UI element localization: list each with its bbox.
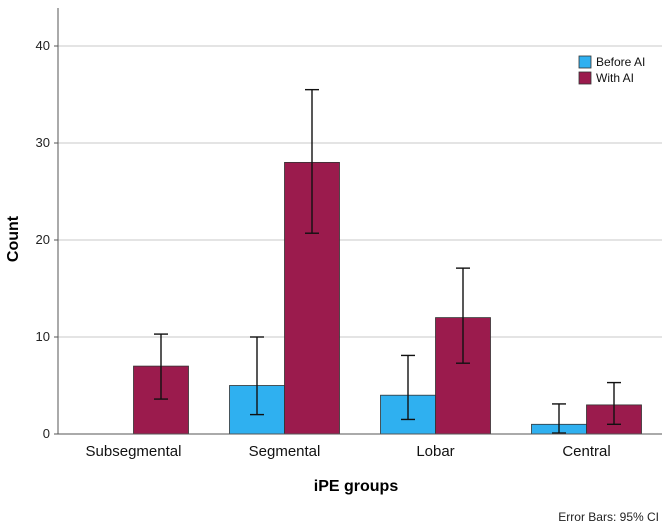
category-label-lobar: Lobar bbox=[416, 443, 454, 460]
x-category-labels: Subsegmental Segmental Lobar Central bbox=[86, 443, 611, 460]
y-tick-label-40: 40 bbox=[36, 38, 50, 53]
category-label-central: Central bbox=[562, 443, 610, 460]
error-bars-footnote: Error Bars: 95% CI bbox=[558, 510, 659, 524]
y-tick-label-0: 0 bbox=[43, 426, 50, 441]
category-label-subsegmental: Subsegmental bbox=[86, 443, 182, 460]
y-tick-labels: 0 10 20 30 40 bbox=[36, 38, 58, 441]
category-label-segmental: Segmental bbox=[249, 443, 321, 460]
legend-swatch-before-ai bbox=[578, 55, 592, 69]
legend-label-before-ai: Before AI bbox=[596, 55, 645, 69]
gridlines bbox=[58, 45, 662, 338]
bars bbox=[133, 161, 642, 435]
axes bbox=[57, 8, 662, 435]
x-axis-title: iPE groups bbox=[314, 478, 399, 495]
y-tick-label-30: 30 bbox=[36, 135, 50, 150]
error-bars bbox=[154, 88, 621, 434]
legend: Before AI With AI bbox=[578, 55, 645, 85]
y-axis-title: Count bbox=[5, 215, 22, 262]
y-tick-label-10: 10 bbox=[36, 329, 50, 344]
y-tick-label-20: 20 bbox=[36, 232, 50, 247]
legend-swatch-with-ai bbox=[578, 71, 592, 85]
legend-label-with-ai: With AI bbox=[596, 71, 634, 85]
